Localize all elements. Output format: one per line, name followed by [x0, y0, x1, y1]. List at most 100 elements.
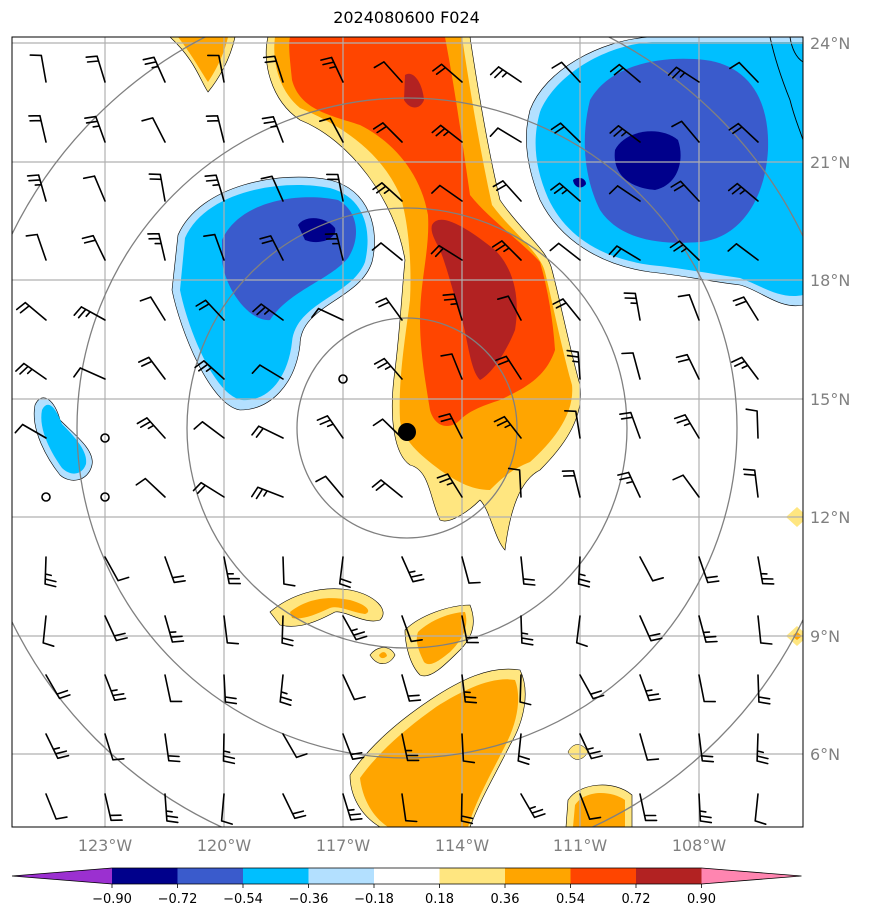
- lat-label: 18°N: [810, 271, 850, 290]
- wind-barb: [251, 425, 284, 439]
- wind-barb: [45, 733, 70, 760]
- wind-barb: [619, 411, 641, 439]
- colorbar-tick-label: 0.54: [556, 892, 585, 907]
- contour-warm-edge: [786, 507, 803, 646]
- wind-barb: [698, 556, 720, 584]
- map-plot: [12, 37, 803, 827]
- wind-barb: [311, 307, 344, 321]
- wind-barb: [104, 733, 125, 761]
- wind-barb: [28, 114, 47, 143]
- wind-barb: [141, 117, 166, 143]
- wind-barb: [579, 733, 603, 760]
- colorbar-tick-label: −0.72: [158, 892, 198, 907]
- wind-barb: [326, 173, 344, 202]
- wind-barb: [279, 674, 292, 706]
- wind-barb: [745, 408, 759, 439]
- wind-barb: [375, 297, 403, 321]
- wind-barb: [44, 556, 57, 588]
- lat-label: 24°N: [810, 34, 850, 53]
- wind-barb: [520, 556, 536, 586]
- wind-barb: [104, 793, 123, 822]
- map-frame: [11, 36, 804, 828]
- wind-barb: [164, 556, 186, 584]
- wind-barb: [85, 55, 106, 83]
- lon-label: 108°W: [672, 836, 727, 855]
- wind-barb: [671, 120, 700, 143]
- wind-barb: [431, 184, 463, 202]
- wind-barb: [677, 294, 700, 321]
- wind-barb: [401, 733, 420, 762]
- wind-barb: [566, 349, 581, 380]
- wind-barb: [203, 233, 225, 261]
- colorbar-tick-label: 0.90: [687, 892, 716, 907]
- wind-barb: [732, 296, 759, 321]
- wind-barb: [461, 733, 476, 764]
- colorbar-tick-label: −0.90: [92, 892, 132, 907]
- wind-barb: [223, 556, 241, 585]
- storm-center-marker: [398, 423, 416, 441]
- contour-blue-west: [171, 176, 375, 411]
- wind-barb: [698, 615, 718, 643]
- wind-barb: [164, 674, 183, 703]
- contour-warm-mid: [269, 588, 474, 677]
- wind-barb: [670, 180, 700, 202]
- contour-blue-northeast: [526, 37, 803, 307]
- lon-label: 114°W: [435, 836, 490, 855]
- colorbar: −0.90 −0.72 −0.54 −0.36 −0.18 0.18 0.36 0.54 0.7…: [11, 867, 802, 907]
- wind-barb: [15, 301, 47, 321]
- wind-barb: [698, 793, 713, 824]
- wind-barb: [608, 245, 641, 261]
- wind-barb: [320, 56, 344, 83]
- wind-barb: [14, 423, 47, 439]
- wind-barb: [461, 674, 478, 704]
- wind-barb: [639, 733, 660, 761]
- wind-barb: [315, 475, 344, 498]
- wind-barb: [579, 793, 602, 820]
- wind-barb: [675, 353, 700, 380]
- wind-barb: [551, 61, 581, 83]
- wind-barb: [142, 56, 166, 83]
- wind-barb: [260, 175, 284, 202]
- wind-barb: [608, 185, 641, 202]
- wind-barb: [564, 410, 581, 439]
- wind-barb: [609, 125, 641, 143]
- wind-barb: [729, 61, 759, 83]
- wind-barb: [442, 293, 463, 321]
- colorbar-tick-label: 0.18: [425, 892, 454, 907]
- wind-barb: [550, 182, 581, 202]
- wind-barb: [492, 180, 522, 202]
- wind-barb: [520, 615, 534, 646]
- wind-barb: [639, 615, 663, 642]
- coastline: [769, 37, 803, 141]
- wind-barb: [621, 352, 641, 380]
- contour-blue-small: [33, 397, 93, 481]
- wind-barb: [461, 556, 481, 584]
- wind-barb: [207, 54, 225, 83]
- wind-barb: [371, 242, 403, 261]
- wind-barb: [436, 473, 463, 498]
- wind-barb: [73, 306, 106, 321]
- wind-barb: [82, 175, 106, 202]
- lon-label: 111°W: [553, 836, 608, 855]
- colorbar-extend-low: [12, 868, 112, 884]
- wind-barb: [193, 421, 225, 439]
- wind-barb: [73, 367, 106, 380]
- wind-barb: [45, 674, 71, 700]
- wind-barb: [639, 793, 658, 822]
- wind-barb: [223, 615, 240, 645]
- wind-barb: [460, 793, 474, 825]
- wind-barb: [195, 299, 225, 321]
- wind-barb: [639, 674, 661, 702]
- wind-barb: [104, 615, 128, 642]
- wind-barb: [29, 54, 47, 83]
- wind-barb: [731, 356, 759, 380]
- colorbar-segment: [112, 868, 178, 884]
- wind-barb: [517, 733, 530, 765]
- wind-barb: [373, 357, 403, 380]
- wind-barb: [148, 173, 166, 202]
- wind-barb: [26, 174, 47, 202]
- wind-barb: [754, 793, 767, 825]
- wind-barb: [281, 615, 294, 647]
- wind-barb: [757, 674, 771, 705]
